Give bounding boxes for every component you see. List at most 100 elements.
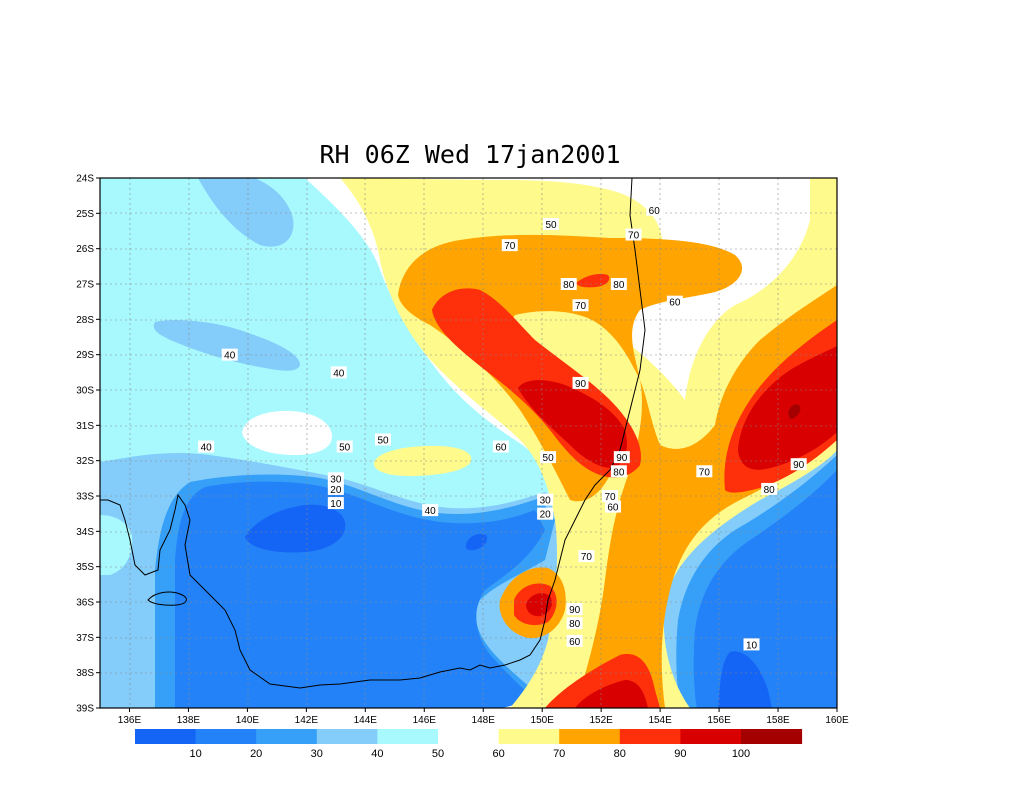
contour-label-bg	[492, 440, 509, 453]
contour-label: 60	[607, 503, 619, 514]
colorbar-swatch	[377, 729, 439, 744]
rh-cell-90-100-south	[526, 593, 552, 617]
rh-cell-0-10-west	[245, 504, 346, 553]
contour-label: 40	[201, 443, 213, 454]
rh-band-10-20-se	[693, 470, 837, 708]
contour-label-bg	[336, 440, 353, 453]
contour-label-bg	[560, 278, 577, 290]
contour-label: 90	[616, 453, 628, 464]
contour-label: 70	[575, 301, 587, 312]
lat-tick-label: 36S	[76, 598, 94, 609]
contour-label-bg	[327, 482, 344, 495]
contour-label: 90	[793, 460, 805, 471]
lat-tick-label: 33S	[76, 492, 94, 503]
contour-label-bg	[604, 500, 621, 513]
lat-tick-label: 35S	[76, 562, 94, 573]
lat-tick-label: 34S	[76, 527, 94, 538]
rh-cell-90-100-east	[738, 346, 837, 470]
contour-label: 70	[604, 492, 616, 503]
contour-label-bg	[540, 451, 557, 464]
contour-label-bg	[761, 482, 778, 495]
lat-tick-label: 28S	[76, 315, 94, 326]
lat-tick-label: 37S	[76, 633, 94, 644]
contour-label-bg	[625, 228, 642, 241]
contour-label-bg	[327, 497, 344, 510]
lon-tick-label: 156E	[707, 715, 731, 726]
lon-tick-label: 160E	[825, 715, 849, 726]
contour-label-bg	[572, 299, 589, 312]
rh-blob-50-60-west	[242, 410, 333, 455]
lat-tick-label: 31S	[76, 421, 94, 432]
colorbar-label: 70	[553, 748, 565, 760]
contour-label: 30	[540, 496, 552, 507]
contour-label: 60	[495, 443, 507, 454]
lat-tick-label: 26S	[76, 244, 94, 255]
colorbar-swatch	[559, 729, 621, 744]
lat-tick-label: 27S	[76, 280, 94, 291]
contour-label: 80	[563, 280, 575, 291]
contour-label-bg	[646, 203, 663, 216]
contour-label-bg	[613, 451, 630, 464]
contour-label-bg	[610, 465, 627, 478]
lon-tick-label: 158E	[766, 715, 790, 726]
contour-label-bg	[537, 507, 554, 520]
contour-label-bg	[330, 366, 347, 379]
rh-cell-100-east	[788, 404, 801, 419]
rh-blob-30-40-w	[153, 320, 300, 371]
colorbar-label: 40	[371, 748, 383, 760]
rh-cell-0-10-se	[718, 651, 772, 708]
contour-label: 50	[543, 453, 555, 464]
contour-label-bg	[501, 239, 518, 252]
colorbar-label: 10	[189, 748, 201, 760]
contour-label: 80	[764, 485, 776, 496]
contour-label: 40	[425, 506, 437, 517]
lon-tick-label: 146E	[413, 715, 437, 726]
contour-label: 80	[569, 619, 581, 630]
contour-label-bg	[566, 617, 583, 630]
colorbar-label: 50	[432, 748, 444, 760]
contour-label-bg	[422, 504, 439, 517]
rh-cell-0-10-small	[465, 534, 488, 551]
latitude-axis: 24S 25S 26S 27S 28S 29S 30S 31S 32S 33S 34S 35S 36S 3…	[76, 174, 100, 715]
contour-label: 50	[377, 435, 389, 446]
colorbar-swatch	[680, 729, 742, 744]
contour-label: 30	[330, 474, 342, 485]
contour-label: 50	[545, 220, 557, 231]
colorbar-swatch	[195, 729, 257, 744]
rh-cell-90-100-central	[518, 380, 627, 468]
contour-label: 20	[330, 485, 342, 496]
colorbar-swatch	[619, 729, 681, 744]
colorbar-swatch	[498, 729, 560, 744]
map-title: RH 06Z Wed 17jan2001	[319, 140, 621, 169]
lat-tick-label: 25S	[76, 209, 94, 220]
colorbar-swatch	[256, 729, 318, 744]
lat-tick-label: 30S	[76, 386, 94, 397]
colorbar-label: 100	[732, 748, 750, 760]
colorbar-label: 20	[250, 748, 262, 760]
contour-label-bg	[566, 634, 583, 647]
contour-label-bg	[666, 295, 683, 308]
contour-label-bg	[790, 458, 807, 471]
contour-label: 10	[746, 640, 758, 651]
colorbar-label: 30	[311, 748, 323, 760]
contour-label: 80	[613, 280, 625, 291]
colorbar-swatch	[741, 729, 803, 744]
contour-label-bg	[221, 348, 238, 361]
contour-label-bg	[327, 472, 344, 485]
lon-tick-label: 144E	[354, 715, 378, 726]
colorbar-label: 90	[674, 748, 686, 760]
plot-border	[99, 177, 838, 709]
lon-tick-label: 138E	[177, 715, 201, 726]
lon-tick-label: 148E	[472, 715, 496, 726]
contour-label: 90	[569, 605, 581, 616]
contour-label-bg	[543, 217, 560, 230]
graticule	[100, 178, 837, 708]
longitude-axis: 136E 138E 140E 142E 144E 146E 148E 150E 152E 154E…	[118, 708, 849, 726]
lat-tick-label: 32S	[76, 456, 94, 467]
colorbar-label: 80	[614, 748, 626, 760]
contour-label-bg	[566, 603, 583, 616]
lat-tick-label: 24S	[76, 174, 94, 185]
contour-label: 60	[669, 298, 681, 309]
